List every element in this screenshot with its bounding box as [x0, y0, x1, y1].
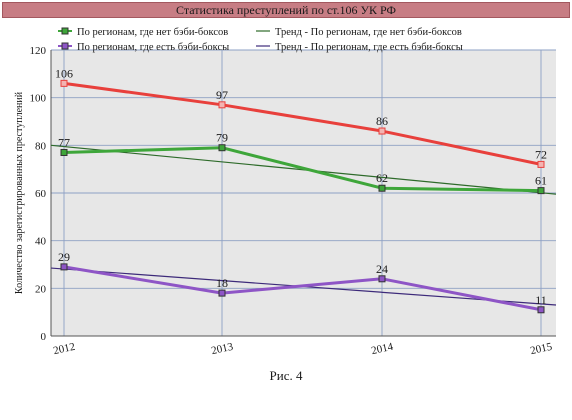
series-line — [63, 81, 542, 166]
grid-lines — [51, 49, 556, 337]
data-point — [60, 79, 68, 87]
chart-title: Статистика преступлений по ст.106 УК РФ — [176, 3, 396, 17]
x-tick-label: 2015 — [529, 341, 554, 357]
line-chart: 0 20 40 60 80 100 120 2012 2013 2014 2015 106 97 86 7… — [14, 27, 557, 357]
data-label: 86 — [376, 114, 388, 128]
data-label: 61 — [535, 174, 547, 188]
x-tick-label: 2014 — [370, 341, 395, 357]
y-tick-label: 120 — [30, 45, 47, 57]
y-tick-label: 60 — [35, 188, 47, 200]
y-tick-label: 100 — [30, 93, 47, 105]
data-label: 62 — [376, 171, 388, 185]
data-series: 106 97 86 72 77 79 62 61 29 18 24 11 — [55, 66, 547, 314]
data-label: 77 — [58, 135, 70, 149]
axes: 0 20 40 60 80 100 120 2012 2013 2014 2015 — [30, 45, 556, 357]
data-point — [218, 289, 226, 297]
legend-label: Тренд - По регионам, где нет бэби-боксов — [275, 27, 462, 38]
data-label: 97 — [216, 88, 228, 102]
chart-title-bar: Статистика преступлений по ст.106 УК РФ — [2, 2, 570, 18]
data-label: 79 — [216, 131, 228, 145]
series-line — [63, 265, 542, 312]
y-tick-label: 40 — [35, 236, 47, 248]
data-label: 18 — [216, 276, 228, 290]
data-point — [60, 263, 68, 271]
data-point — [537, 187, 545, 195]
y-tick-label: 80 — [35, 140, 47, 152]
legend: По регионам, где нет бэби-боксов Тренд - … — [58, 27, 463, 53]
y-tick-label: 0 — [41, 331, 47, 343]
data-point — [378, 127, 386, 135]
data-label: 72 — [535, 147, 547, 161]
legend-label: По регионам, где нет бэби-боксов — [77, 27, 228, 38]
x-tick-label: 2012 — [52, 341, 76, 357]
legend-label: По регионам, где есть бэби-боксы — [77, 42, 229, 53]
legend-swatch-marker — [61, 42, 69, 50]
data-label: 11 — [535, 293, 547, 307]
figure-caption: Рис. 4 — [269, 368, 303, 383]
x-tick-label: 2013 — [210, 341, 235, 357]
series-line — [63, 146, 542, 193]
data-label: 24 — [376, 262, 388, 276]
y-axis-label: Количество зарегистрированных преступлен… — [14, 91, 25, 294]
data-point — [537, 160, 545, 168]
data-point — [218, 101, 226, 109]
data-point — [218, 144, 226, 152]
legend-swatch-marker — [61, 27, 69, 35]
data-label: 106 — [55, 66, 73, 80]
data-point — [537, 306, 545, 314]
data-point — [60, 148, 68, 156]
data-point — [378, 184, 386, 192]
data-point — [378, 275, 386, 283]
data-label: 29 — [58, 250, 70, 264]
legend-label: Тренд - По регионам, где есть бэби-боксы — [275, 42, 463, 53]
y-tick-label: 20 — [35, 283, 47, 295]
